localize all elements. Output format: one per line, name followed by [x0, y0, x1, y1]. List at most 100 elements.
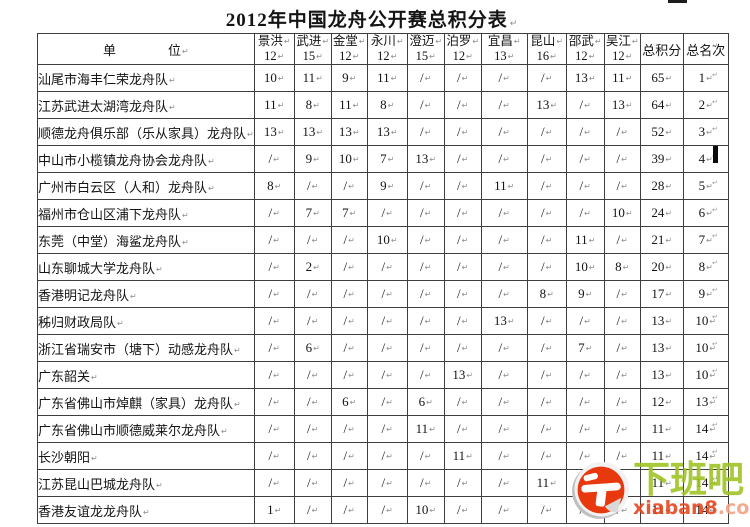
cell-mark: ↵	[588, 74, 596, 83]
cell-mark: ↵	[584, 317, 591, 326]
score-cell: /↵	[293, 442, 332, 470]
total-cell: 65↵	[639, 64, 684, 92]
paragraph-mark: ↵	[509, 19, 519, 29]
cell-mark: ↵	[665, 263, 673, 272]
cell-mark: ↵	[709, 371, 717, 380]
score-cell: /↵	[330, 469, 368, 497]
cell-mark: ↵	[503, 209, 510, 218]
cell-mark: ↵	[594, 37, 602, 46]
total-cell: 11↵	[639, 442, 684, 470]
rank-cell: 10↵	[682, 307, 729, 335]
cell-mark: ↵	[182, 210, 189, 220]
score-cell: /↵	[480, 361, 528, 389]
score-cell: /↵	[406, 442, 445, 470]
score-cell: 10↵	[253, 64, 295, 92]
row-end-mark: ↵	[712, 366, 718, 375]
cell-mark: ↵	[665, 506, 672, 515]
score-table: 单 位↵ 景洪↵ 12↵ 武进↵ 15↵ 金堂↵ 12↵ 永川↵ 12↵ 澄迈↵ 15↵ 泊罗↵ 12…	[37, 33, 729, 524]
cell-mark: ↵	[706, 236, 713, 245]
cell-mark: ↵	[352, 128, 360, 137]
cell-mark: ↵	[545, 236, 553, 245]
cell-mark: ↵	[277, 128, 285, 137]
station-header: 泊罗↵ 12↵	[443, 33, 482, 65]
table-header-row: 单 位↵ 景洪↵ 12↵ 武进↵ 15↵ 金堂↵ 12↵ 永川↵ 12↵ 澄迈↵ 15↵ 泊罗↵ 12…	[37, 33, 729, 65]
score-cell: /↵	[406, 307, 445, 335]
score-cell: 10↵	[603, 199, 641, 227]
score-cell: /↵	[443, 415, 482, 443]
score-cell: /↵	[603, 361, 641, 389]
cell-mark: ↵	[311, 452, 319, 461]
cell-mark: ↵	[387, 182, 395, 191]
cell-mark: ↵	[621, 425, 628, 434]
cell-mark: ↵	[507, 52, 515, 61]
score-cell: /↵	[253, 199, 295, 227]
score-cell: /↵	[565, 199, 605, 227]
rank-cell: 3↵	[682, 118, 729, 146]
score-cell: /↵	[330, 442, 368, 470]
station-header: 永川↵ 12↵	[366, 33, 408, 65]
cell-mark: ↵	[429, 155, 437, 164]
score-cell: /↵	[603, 388, 641, 416]
total-cell: 13↵	[639, 307, 684, 335]
team-cell: 中山市小榄镇龙舟协会龙舟队↵	[37, 145, 255, 173]
cell-mark: ↵	[545, 263, 553, 272]
cell-mark: ↵	[503, 398, 510, 407]
score-cell: /↵	[443, 307, 482, 335]
cell-mark: ↵	[665, 344, 673, 353]
score-cell: /↵	[480, 91, 528, 119]
total-cell: 39↵	[639, 145, 684, 173]
cell-mark: ↵	[313, 209, 320, 218]
score-cell: /↵	[406, 64, 445, 92]
score-cell: /↵	[366, 280, 408, 308]
row-end-mark: ↵	[712, 232, 718, 241]
team-cell: 汕尾市海丰仁荣龙舟队↵	[37, 64, 255, 92]
cell-mark: ↵	[545, 317, 553, 326]
cell-mark: ↵	[545, 506, 553, 515]
score-cell: /↵	[526, 118, 567, 146]
cell-mark: ↵	[709, 425, 717, 434]
score-cell: 1↵	[253, 496, 295, 524]
total-cell: 28↵	[639, 172, 684, 200]
cell-mark: ↵	[429, 506, 437, 515]
cell-mark: ↵	[588, 263, 596, 272]
cell-mark: ↵	[349, 209, 357, 218]
cell-mark: ↵	[706, 263, 713, 272]
cell-mark: ↵	[461, 182, 469, 191]
cell-mark: ↵	[584, 155, 591, 164]
cell-mark: ↵	[311, 479, 319, 488]
score-cell: /↵	[330, 253, 368, 281]
cell-mark: ↵	[156, 264, 163, 274]
score-cell: /↵	[526, 253, 567, 281]
score-cell: /↵	[293, 388, 332, 416]
score-cell: /↵	[366, 334, 408, 362]
cell-mark: ↵	[461, 155, 469, 164]
cell-mark: ↵	[352, 52, 360, 61]
score-cell: /↵	[293, 226, 332, 254]
cell-mark: ↵	[665, 371, 673, 380]
score-cell: 11↵	[443, 442, 482, 470]
row-end-mark: ↵	[712, 124, 718, 133]
cell-mark: ↵	[621, 155, 628, 164]
cell-mark: ↵	[706, 101, 713, 110]
cell-mark: ↵	[386, 398, 393, 407]
row-end-mark: ↵	[712, 259, 718, 268]
rank-cell: 14↵	[682, 469, 729, 497]
cell-mark: ↵	[584, 182, 591, 191]
score-cell: /↵	[603, 226, 641, 254]
score-cell: 6↵	[293, 334, 332, 362]
station-header: 澄迈↵ 15↵	[406, 33, 445, 65]
cell-mark: ↵	[547, 290, 554, 299]
score-cell: /↵	[406, 118, 445, 146]
cell-mark: ↵	[584, 398, 591, 407]
cell-mark: ↵	[91, 372, 98, 382]
score-cell: 8↵	[253, 172, 295, 200]
cell-mark: ↵	[424, 452, 432, 461]
team-cell: 广东省佛山市顺德威莱尔龙舟队↵	[37, 415, 255, 443]
score-cell: /↵	[443, 64, 482, 92]
cell-mark: ↵	[387, 101, 395, 110]
score-cell: /↵	[366, 496, 408, 524]
cell-mark: ↵	[182, 237, 189, 247]
score-cell: /↵	[526, 307, 567, 335]
score-cell: /↵	[406, 253, 445, 281]
cell-mark: ↵	[545, 371, 553, 380]
